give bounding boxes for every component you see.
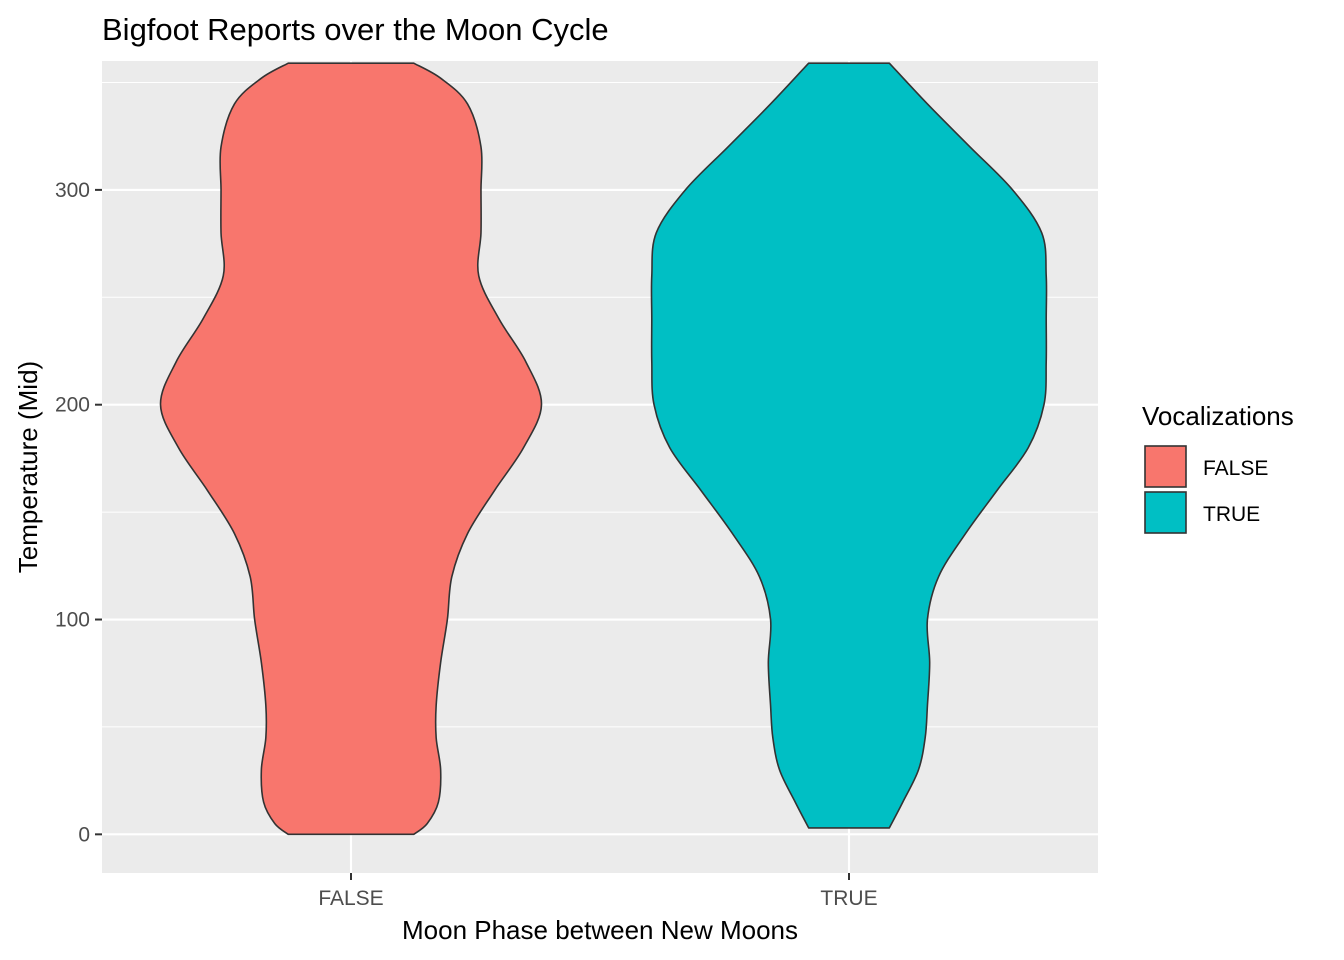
y-axis-title: Temperature (Mid) <box>13 361 43 573</box>
x-tick-label: FALSE <box>318 887 383 910</box>
x-axis-title: Moon Phase between New Moons <box>402 915 798 945</box>
violin-true <box>650 62 1048 829</box>
x-tick-label: TRUE <box>820 887 877 910</box>
y-tick-label: 200 <box>55 394 90 417</box>
legend-label: TRUE <box>1203 503 1260 526</box>
y-tick-label: 300 <box>55 179 90 202</box>
violin-false <box>159 62 543 836</box>
y-tick-label: 100 <box>55 609 90 632</box>
legend-label: FALSE <box>1203 457 1268 480</box>
y-axis-ticks: 0 100 200 300 <box>55 179 102 846</box>
chart-title: Bigfoot Reports over the Moon Cycle <box>102 12 609 47</box>
violins <box>159 62 1048 836</box>
legend-key-false <box>1144 445 1187 488</box>
legend: Vocalizations FALSE TRUE <box>1142 401 1294 534</box>
y-tick-label: 0 <box>78 823 90 846</box>
legend-key-true <box>1144 491 1187 534</box>
x-axis-ticks: FALSE TRUE <box>318 873 878 910</box>
legend-title: Vocalizations <box>1142 401 1294 431</box>
